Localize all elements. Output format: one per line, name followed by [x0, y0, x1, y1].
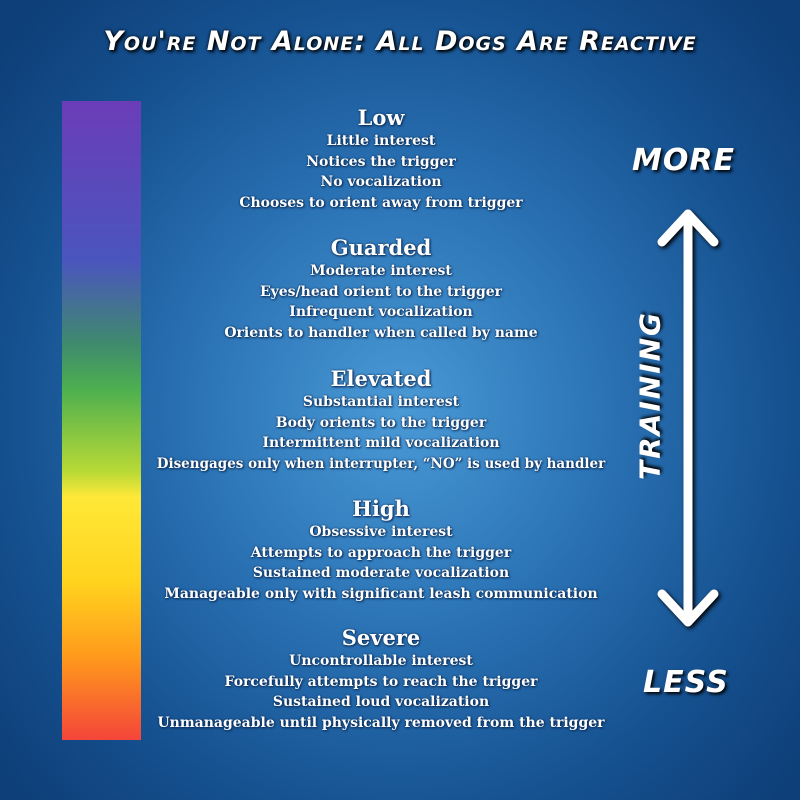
level-line: Uncontrollable interest [289, 653, 473, 669]
level-line: Obsessive interest [309, 524, 453, 540]
level-guarded: Guarded Moderate interest Eyes/head orie… [150, 235, 612, 343]
level-high: High Obsessive interest Attempts to appr… [150, 496, 612, 604]
level-line: Body orients to the trigger [275, 414, 487, 431]
level-line: Moderate interest [310, 263, 452, 279]
level-line: Little interest [326, 133, 436, 149]
reactivity-color-scale [62, 101, 141, 740]
level-elevated: Elevated Substantial interest Body orien… [140, 366, 622, 474]
level-severe: Severe Uncontrollable interest Forcefull… [150, 625, 612, 733]
level-line: Intermittent mild vocalization [262, 435, 500, 451]
level-title: Elevated [330, 366, 432, 391]
page-title: You're Not Alone: All Dogs Are Reactive [103, 26, 697, 57]
double-headed-arrow-icon [657, 209, 719, 627]
less-label: LESS [643, 665, 729, 700]
level-line: Attempts to approach the trigger [250, 544, 512, 561]
level-line: Forcefully attempts to reach the trigger [224, 673, 538, 690]
level-line: Unmanageable until physically removed fr… [157, 714, 605, 731]
level-line: Notices the trigger [306, 153, 456, 170]
level-title: Severe [341, 625, 421, 650]
level-line: Manageable only with significant leash c… [164, 585, 598, 602]
level-line: Chooses to orient away from trigger [239, 194, 523, 211]
level-line: Sustained moderate vocalization [252, 565, 510, 581]
level-line: No vocalization [320, 174, 442, 190]
level-line: Sustained loud vocalization [272, 694, 490, 710]
level-low: Low Little interest Notices the trigger … [150, 105, 612, 213]
level-line: Substantial interest [302, 394, 460, 410]
level-title: Guarded [330, 235, 432, 260]
more-label: MORE [632, 143, 735, 178]
level-line: Disengages only when interrupter, “NO” i… [156, 455, 606, 472]
level-title: High [352, 496, 410, 521]
level-line: Eyes/head orient to the trigger [259, 283, 503, 300]
level-line: Orients to handler when called by name [224, 324, 538, 341]
level-line: Infrequent vocalization [289, 304, 473, 320]
level-title: Low [357, 105, 405, 130]
